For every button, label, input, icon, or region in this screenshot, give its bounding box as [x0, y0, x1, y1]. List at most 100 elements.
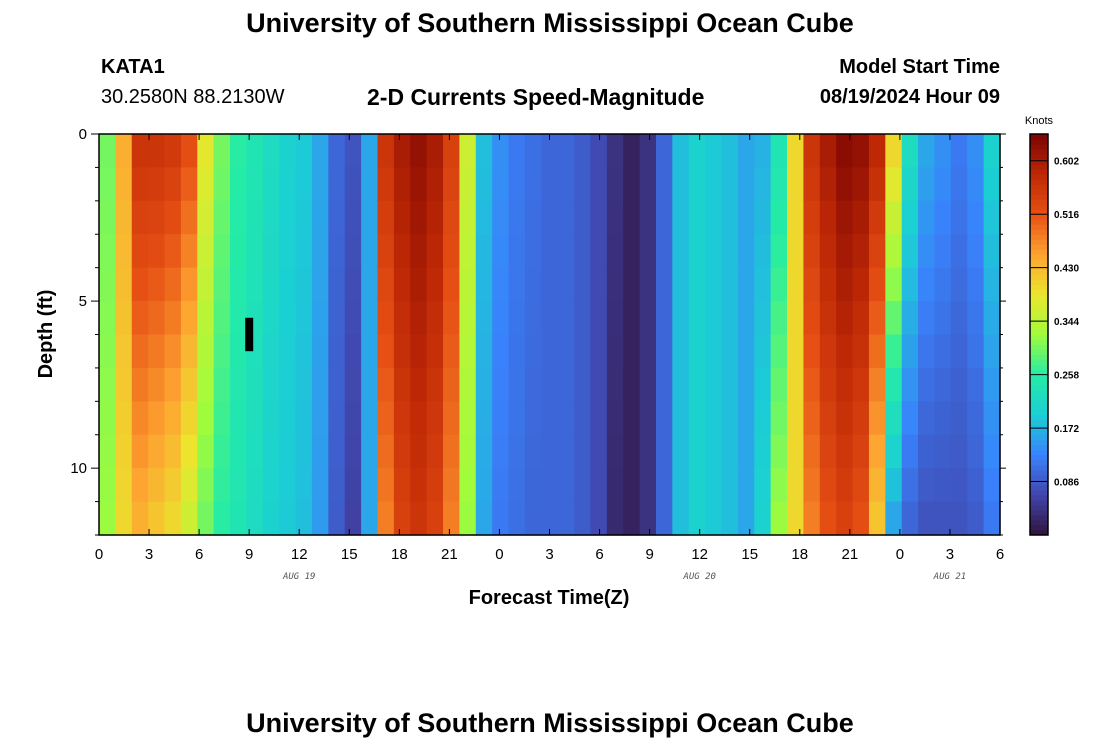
heatmap-cell	[164, 200, 182, 235]
x-tick-label: 15	[741, 546, 758, 563]
heatmap-cell	[787, 367, 805, 402]
heatmap-cell	[164, 501, 182, 536]
heatmap-cell	[836, 200, 854, 235]
heatmap-cell	[803, 200, 821, 235]
heatmap-cell	[803, 234, 821, 269]
colorbar-segment	[1030, 279, 1048, 285]
heatmap-cell	[639, 200, 657, 235]
heatmap-cell	[99, 501, 116, 536]
heatmap-cell	[131, 167, 149, 202]
heatmap-cell	[557, 134, 575, 169]
heatmap-cell	[787, 200, 805, 235]
heatmap-cell	[918, 334, 936, 369]
y-tick-label: 5	[79, 293, 87, 310]
heatmap-cell	[213, 167, 231, 202]
heatmap-cell	[361, 334, 379, 369]
heatmap-cell	[246, 501, 264, 536]
heatmap-cell	[803, 167, 821, 202]
colorbar-segment	[1030, 374, 1048, 381]
heatmap-cell	[655, 267, 673, 302]
heatmap-cell	[230, 167, 248, 202]
heatmap-cell	[344, 167, 362, 202]
heatmap-cell	[410, 267, 428, 302]
heatmap-cell	[590, 468, 608, 503]
heatmap-cell	[295, 367, 313, 402]
heatmap-cell	[295, 301, 313, 336]
heatmap-cell	[590, 200, 608, 235]
heatmap-cell	[557, 334, 575, 369]
heatmap-cell	[246, 401, 264, 436]
heatmap-cell	[836, 434, 854, 469]
heatmap-cell	[459, 267, 477, 302]
heatmap-cell	[262, 301, 280, 336]
heatmap-cell	[377, 234, 395, 269]
heatmap-cell	[737, 167, 755, 202]
heatmap-cell	[361, 468, 379, 503]
heatmap-cell	[262, 434, 280, 469]
heatmap-cell	[180, 200, 198, 235]
heatmap-cell	[655, 501, 673, 536]
heatmap-cell	[410, 501, 428, 536]
heatmap-cell	[787, 468, 805, 503]
heatmap-cell	[246, 167, 264, 202]
y-tick-label: 10	[70, 460, 87, 477]
colorbar-segment	[1030, 324, 1048, 330]
colorbar-segment	[1030, 319, 1048, 325]
heatmap-cell	[393, 401, 411, 436]
heatmap-cell	[213, 434, 231, 469]
model-start-value: 08/19/2024 Hour 09	[819, 86, 1000, 108]
heatmap-cell	[852, 401, 870, 436]
heatmap-cell	[311, 301, 329, 336]
colorbar-segment	[1030, 474, 1048, 481]
heatmap-cell	[852, 200, 870, 235]
heatmap-cell	[918, 267, 936, 302]
heatmap-cell	[623, 434, 641, 469]
heatmap-cell	[492, 200, 510, 235]
heatmap-cell	[721, 401, 739, 436]
colorbar-segment	[1030, 414, 1048, 421]
heatmap-cell	[459, 468, 477, 503]
heatmap-cell	[443, 501, 460, 536]
colorbar-segment	[1030, 489, 1048, 496]
colorbar-segment	[1030, 254, 1048, 260]
colorbar: Knots 0.602 0.516 0.430 0.344 0.258 0.172 0.086	[1025, 115, 1079, 536]
y-axis: 0 5 10	[70, 126, 1006, 536]
heatmap-cell	[557, 434, 575, 469]
heatmap-cell	[131, 267, 149, 302]
heatmap-cell	[148, 367, 166, 402]
heatmap-cell	[164, 234, 182, 269]
heatmap-cell	[901, 501, 919, 536]
heatmap-cell	[443, 401, 460, 436]
heatmap-cell	[754, 468, 772, 503]
heatmap-cell	[901, 334, 919, 369]
heatmap-cell	[787, 401, 805, 436]
heatmap-cell	[672, 234, 690, 269]
heatmap-cell	[459, 434, 477, 469]
heatmap-cell	[803, 501, 821, 536]
heatmap-cell	[574, 401, 592, 436]
date-label: AUG 19	[282, 572, 316, 582]
heatmap-cell	[197, 200, 215, 235]
heatmap-cell	[590, 367, 608, 402]
colorbar-segment	[1030, 404, 1048, 411]
colorbar-segment	[1030, 299, 1048, 305]
heatmap-cell	[148, 267, 166, 302]
heatmap-cell	[754, 134, 772, 169]
heatmap-cell	[770, 134, 788, 169]
heatmap-cell	[393, 267, 411, 302]
heatmap-cell	[655, 167, 673, 202]
heatmap-cell	[770, 301, 788, 336]
heatmap-cell	[99, 367, 116, 402]
heatmap-cell	[262, 468, 280, 503]
colorbar-segment	[1030, 249, 1048, 255]
colorbar-segment	[1030, 184, 1048, 190]
heatmap-cell	[705, 301, 723, 336]
heatmap-cell	[705, 234, 723, 269]
colorbar-segment	[1030, 424, 1048, 431]
heatmap-cell	[524, 367, 542, 402]
heatmap-cell	[410, 200, 428, 235]
heatmap-cell	[344, 301, 362, 336]
heatmap-cell	[508, 134, 526, 169]
colorbar-segment	[1030, 449, 1048, 456]
heatmap-cell	[967, 134, 985, 169]
